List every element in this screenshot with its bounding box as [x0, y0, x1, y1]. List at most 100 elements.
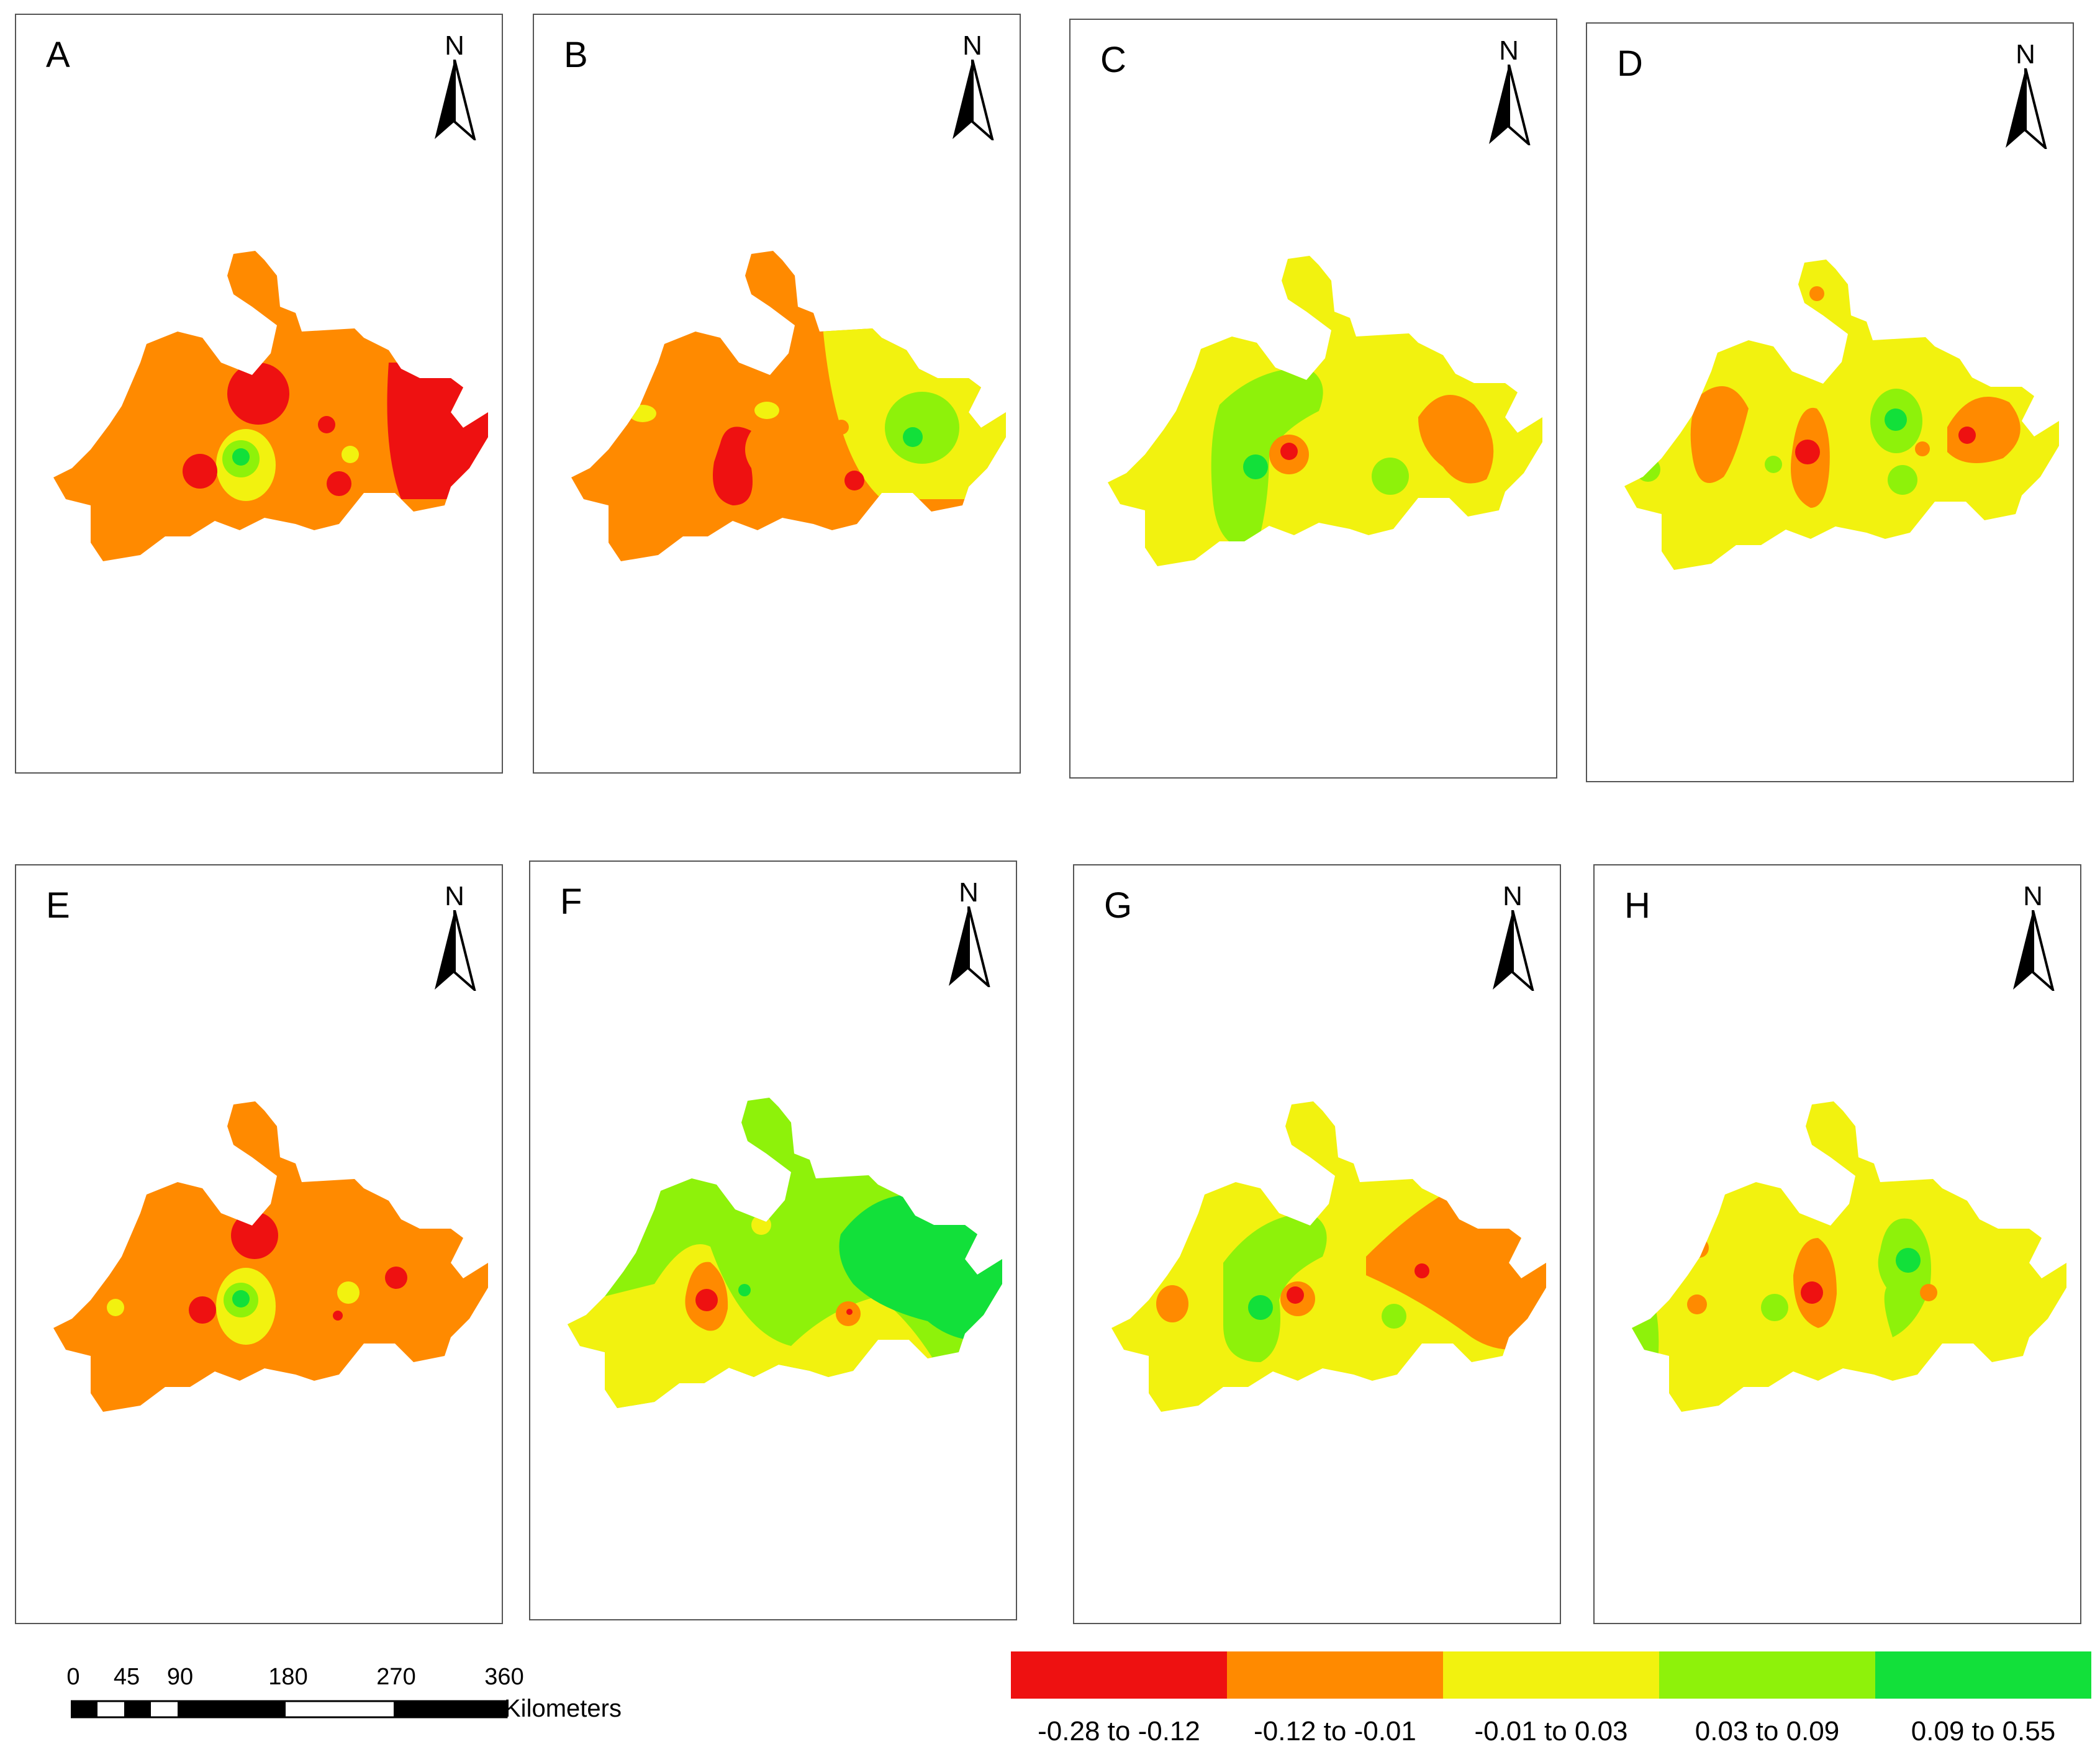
legend-label: 0.03 to 0.09	[1695, 1716, 1840, 1746]
zone-a-green-1	[232, 448, 250, 466]
scale-unit: Kilometers	[504, 1695, 622, 1722]
panel-label: E	[46, 885, 70, 926]
zone-h-green-1	[1896, 1248, 1921, 1273]
zone-f-green-2	[591, 1232, 616, 1257]
zone-b-green	[903, 427, 923, 447]
north-arrow: N	[944, 879, 993, 991]
zone-c-lime-band	[1211, 368, 1323, 549]
zone-d-red-2	[1958, 427, 1976, 444]
zone-e-yellow-3	[337, 1281, 360, 1304]
zone-d-orange-east	[1947, 397, 2021, 463]
north-arrow: N	[1484, 37, 1534, 149]
scale-tick: 90	[166, 1664, 194, 1690]
map-panel-a: A N	[15, 14, 503, 774]
scale-tick: 360	[484, 1664, 524, 1690]
zone-d-red-1	[1795, 440, 1820, 464]
legend: -0.28 to -0.12 -0.12 to -0.01 -0.01 to 0…	[1011, 1651, 2091, 1751]
zone-f-red-1	[695, 1289, 718, 1311]
legend-label: 0.09 to 0.55	[1911, 1716, 2056, 1746]
north-arrow-icon	[953, 59, 995, 143]
zone-b-lime	[885, 392, 959, 464]
zone-e-green-1	[232, 1290, 250, 1308]
north-arrow: N	[2001, 41, 2050, 153]
zone-c-orange-2	[1418, 395, 1494, 484]
zone-h-lime-east	[1878, 1218, 1931, 1337]
zone-f-red-2	[846, 1309, 853, 1315]
legend-swatch-2	[1227, 1651, 1443, 1699]
zone-a-red-2	[183, 454, 217, 489]
zone-a-red-4	[327, 471, 351, 496]
zone-f-yellow-1	[751, 1215, 771, 1235]
north-arrow-icon	[435, 910, 477, 993]
map-a	[53, 251, 488, 561]
zone-b-red-1	[713, 427, 753, 505]
legend-swatch-4	[1659, 1651, 1875, 1699]
panel-label: A	[46, 35, 70, 75]
panel-label: F	[560, 882, 582, 922]
north-arrow: N	[430, 883, 479, 995]
map-c	[1108, 256, 1542, 566]
zone-h-orange-north	[1689, 1238, 1709, 1258]
zone-c-lime-2	[1372, 458, 1409, 495]
north-arrow-icon	[2006, 68, 2048, 151]
zone-c-red-1	[1280, 443, 1298, 460]
zone-b-yellow-2	[629, 405, 656, 422]
map-panel-h: H N	[1593, 864, 2081, 1624]
north-arrow-icon	[1493, 910, 1535, 993]
north-arrow: N	[2008, 883, 2058, 995]
north-arrow: N	[1488, 883, 1537, 995]
zone-d-orange-north	[1809, 286, 1824, 301]
zone-d-lime-3	[1765, 456, 1782, 473]
zone-a-red-1	[227, 363, 289, 425]
scale-tick: 270	[376, 1664, 416, 1690]
map-panel-g: G N	[1073, 864, 1561, 1624]
panel-label: C	[1100, 40, 1126, 80]
legend-label: -0.01 to 0.03	[1474, 1716, 1628, 1746]
zone-e-red-3	[385, 1267, 407, 1289]
north-arrow-icon	[949, 906, 991, 990]
legend-swatch-5	[1875, 1651, 2091, 1699]
north-label: N	[962, 30, 982, 61]
map-panel-f: F N	[529, 860, 1017, 1620]
north-label: N	[445, 30, 464, 61]
zone-h-orange-west	[1687, 1294, 1707, 1314]
scale-tick: 45	[113, 1664, 140, 1690]
zone-g-red-east	[1414, 1263, 1429, 1278]
scale-bar-graphic	[71, 1700, 508, 1719]
north-label: N	[1499, 35, 1519, 66]
zone-a-east-red	[387, 363, 488, 499]
zone-b-orange-1	[834, 420, 849, 435]
map-f	[568, 1098, 1002, 1408]
zone-b-red-2	[844, 471, 864, 490]
zone-h-red-1	[1801, 1281, 1823, 1304]
north-arrow: N	[430, 32, 479, 144]
map-panel-e: E N	[15, 864, 503, 1624]
zone-g-red-1	[1287, 1286, 1304, 1304]
zone-e-red-2	[189, 1296, 216, 1324]
zone-c-green	[1243, 454, 1268, 479]
zone-b-yellow-1	[754, 402, 779, 419]
zone-d-orange-west	[1690, 386, 1749, 483]
panel-label: B	[564, 35, 588, 75]
north-arrow-icon	[1489, 64, 1531, 148]
zone-e-red-4	[333, 1311, 343, 1321]
zone-g-green	[1248, 1295, 1273, 1320]
zone-d-orange-small	[1915, 441, 1930, 456]
north-arrow: N	[948, 32, 997, 144]
map-e	[53, 1101, 488, 1412]
map-panel-c: C N	[1069, 19, 1557, 779]
zone-h-lime-west	[1632, 1288, 1659, 1375]
panel-label: H	[1624, 885, 1650, 926]
zone-g-orange-west	[1156, 1285, 1188, 1322]
map-b	[571, 251, 1006, 561]
zone-d-lime-4	[1636, 457, 1660, 482]
panel-label: G	[1104, 885, 1133, 926]
north-label: N	[445, 881, 464, 911]
zone-e-yellow-2	[107, 1299, 124, 1316]
panel-label: D	[1617, 43, 1643, 84]
legend-swatch-3	[1443, 1651, 1659, 1699]
zone-g-lime-band	[1223, 1213, 1327, 1362]
map-h	[1632, 1101, 2066, 1412]
legend-swatch-1	[1011, 1651, 1227, 1699]
map-d	[1624, 260, 2059, 570]
